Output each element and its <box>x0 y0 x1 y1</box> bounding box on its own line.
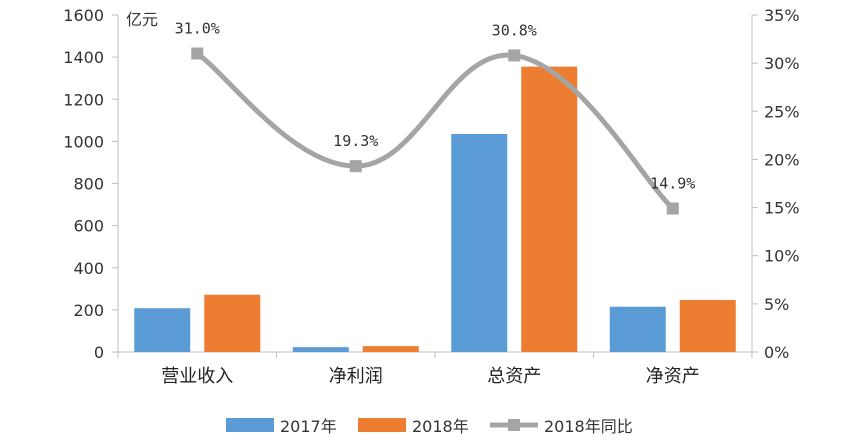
legend-swatch <box>358 418 406 432</box>
y-right-tick-label: 25% <box>764 102 800 121</box>
bars <box>134 66 736 353</box>
x-category-label: 总资产 <box>487 366 541 387</box>
yoy-marker-净利润 <box>349 160 362 173</box>
yoy-data-label: 30.8% <box>492 21 537 39</box>
y-left-tick-label: 1600 <box>63 6 104 25</box>
y-right-tick-label: 0% <box>764 343 789 362</box>
data-labels: 31.0% 19.3% 30.8% 14.9% <box>175 20 696 193</box>
legend-label: 2018年 <box>412 417 469 436</box>
y-right-tick-label: 20% <box>764 150 800 169</box>
axes: 0 200 400 600 800 1000 1200 1400 1600 0% 5% 10% 15% 2… <box>63 6 799 387</box>
x-category-label: 营业收入 <box>161 366 233 387</box>
x-category-label: 净利润 <box>329 366 383 387</box>
legend-swatch <box>226 418 274 432</box>
bar-2018年-营业收入 <box>204 294 261 352</box>
legend-item-2018年同比: 2018年同比 <box>490 417 633 436</box>
y-left-tick-label: 400 <box>73 259 104 278</box>
y-left-tick-label: 1400 <box>63 48 104 67</box>
y-right-tick-label: 35% <box>764 6 800 25</box>
y-unit-label: 亿元 <box>126 10 158 29</box>
bar-2017年-总资产 <box>451 134 508 352</box>
yoy-data-label: 14.9% <box>650 175 695 193</box>
y-left-tick-label: 600 <box>73 217 104 236</box>
y-right-tick-label: 30% <box>764 54 800 73</box>
y-right-tick-label: 5% <box>764 295 789 314</box>
legend-marker <box>508 419 520 431</box>
bar-2018年-总资产 <box>521 66 578 353</box>
bar-2017年-净利润 <box>292 347 349 352</box>
y-right-tick-label: 15% <box>764 199 800 218</box>
y-left-tick-label: 200 <box>73 301 104 320</box>
y-left-tick-label: 0 <box>94 343 104 362</box>
legend-item-2017年: 2017年 <box>226 417 337 436</box>
x-category-label: 净资产 <box>646 366 700 387</box>
y-left-tick-label: 1000 <box>63 132 104 151</box>
yoy-marker-净资产 <box>666 202 679 215</box>
yoy-marker-营业收入 <box>191 47 204 60</box>
yoy-line-path <box>195 51 675 211</box>
yoy-data-label: 31.0% <box>175 20 220 38</box>
bar-2017年-营业收入 <box>134 308 191 352</box>
yoy-marker-总资产 <box>508 49 521 62</box>
bar-2018年-净资产 <box>679 299 736 352</box>
legend: 2017年 2018年 2018年同比 <box>226 417 633 436</box>
y-right-tick-label: 10% <box>764 247 800 266</box>
legend-item-2018年: 2018年 <box>358 417 469 436</box>
legend-label: 2018年同比 <box>544 417 633 436</box>
y-left-tick-label: 800 <box>73 175 104 194</box>
legend-label: 2017年 <box>280 417 337 436</box>
y-left-tick-label: 1200 <box>63 90 104 109</box>
bar-2017年-净资产 <box>609 306 666 352</box>
yoy-data-label: 19.3% <box>333 132 378 150</box>
bar-2018年-净利润 <box>362 346 419 352</box>
yoy-line <box>191 47 679 215</box>
